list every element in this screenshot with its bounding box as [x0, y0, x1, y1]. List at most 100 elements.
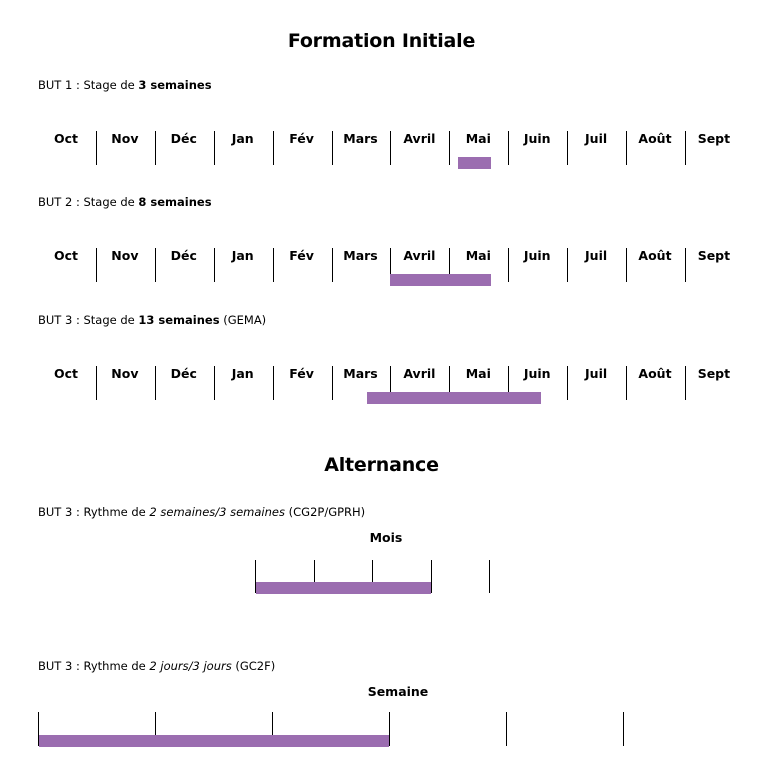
caption-prefix: BUT 1 : Stage de: [38, 78, 139, 92]
stage-bar: [390, 274, 491, 286]
rythme-bar: [39, 735, 389, 747]
month-label: Jan: [231, 366, 254, 381]
month-label: Sept: [697, 366, 731, 381]
caption-suffix: (CG2P/GPRH): [284, 505, 366, 519]
month-divider: [214, 248, 215, 282]
month-label: Avril: [403, 366, 436, 381]
rythme-caption: BUT 3 : Rythme de 2 semaines/3 semaines …: [38, 505, 365, 519]
month-label: Mars: [343, 366, 378, 381]
month-divider: [508, 248, 509, 282]
month-divider: [449, 366, 450, 400]
stage-bar: [458, 157, 491, 169]
month-divider: [567, 248, 568, 282]
unit-divider: [506, 712, 507, 746]
month-label: Nov: [111, 131, 139, 146]
unit-divider: [431, 560, 432, 593]
rythme-bar: [256, 582, 431, 594]
caption-duration: 8 semaines: [138, 195, 212, 209]
month-divider: [96, 131, 97, 165]
month-label: Fév: [289, 131, 314, 146]
month-divider: [96, 366, 97, 400]
month-divider: [332, 131, 333, 165]
month-divider: [96, 248, 97, 282]
unit-divider: [372, 560, 373, 593]
month-divider: [273, 248, 274, 282]
month-divider: [449, 248, 450, 282]
stage-caption: BUT 3 : Stage de 13 semaines (GEMA): [38, 313, 266, 327]
caption-rhythm: 2 jours/3 jours: [149, 659, 232, 673]
month-divider: [508, 366, 509, 400]
month-label: Juil: [585, 248, 608, 263]
month-divider: [155, 248, 156, 282]
unit-divider: [38, 712, 39, 746]
caption-duration: 3 semaines: [138, 78, 212, 92]
month-label: Oct: [53, 366, 78, 381]
rythme-caption: BUT 3 : Rythme de 2 jours/3 jours (GC2F): [38, 659, 275, 673]
month-label: Juil: [585, 366, 608, 381]
month-label: Mars: [343, 131, 378, 146]
stage-caption: BUT 1 : Stage de 3 semaines: [38, 78, 212, 92]
month-label: Jan: [231, 248, 254, 263]
month-label: Jan: [231, 131, 254, 146]
unit-divider: [255, 560, 256, 593]
month-divider: [626, 131, 627, 165]
unit-divider: [314, 560, 315, 593]
month-divider: [390, 366, 391, 400]
caption-prefix: BUT 3 : Rythme de: [38, 659, 150, 673]
formation-initiale-title: Formation Initiale: [287, 30, 476, 52]
month-label: Avril: [403, 248, 436, 263]
month-divider: [567, 366, 568, 400]
month-divider: [273, 366, 274, 400]
month-label: Juin: [523, 366, 551, 381]
month-label: Mai: [465, 248, 491, 263]
month-divider: [214, 131, 215, 165]
month-label: Oct: [53, 131, 78, 146]
month-label: Mars: [343, 248, 378, 263]
month-divider: [567, 131, 568, 165]
unit-divider: [389, 712, 390, 746]
month-divider: [685, 131, 686, 165]
month-label: Avril: [403, 131, 436, 146]
month-label: Fév: [289, 248, 314, 263]
month-divider: [214, 366, 215, 400]
month-label: Mai: [465, 366, 491, 381]
month-label: Mai: [465, 131, 491, 146]
month-divider: [332, 248, 333, 282]
month-label: Déc: [170, 131, 197, 146]
month-label: Sept: [697, 248, 731, 263]
month-label: Nov: [111, 366, 139, 381]
month-divider: [390, 131, 391, 165]
month-divider: [685, 366, 686, 400]
unit-divider: [272, 712, 273, 746]
month-divider: [449, 131, 450, 165]
unit-divider: [489, 560, 490, 593]
caption-prefix: BUT 3 : Stage de: [38, 313, 139, 327]
month-label: Sept: [697, 131, 731, 146]
unit-divider: [155, 712, 156, 746]
caption-duration: 13 semaines: [138, 313, 220, 327]
caption-prefix: BUT 3 : Rythme de: [38, 505, 150, 519]
month-divider: [508, 131, 509, 165]
month-label: Juil: [585, 131, 608, 146]
month-divider: [332, 366, 333, 400]
caption-prefix: BUT 2 : Stage de: [38, 195, 139, 209]
month-label: Déc: [170, 248, 197, 263]
stage-caption: BUT 2 : Stage de 8 semaines: [38, 195, 212, 209]
month-label: Fév: [289, 366, 314, 381]
stage-bar: [366, 392, 541, 404]
month-divider: [155, 131, 156, 165]
month-label: Déc: [170, 366, 197, 381]
month-label: Août: [638, 248, 672, 263]
month-divider: [390, 248, 391, 282]
month-divider: [626, 366, 627, 400]
month-label: Nov: [111, 248, 139, 263]
month-label: Oct: [53, 248, 78, 263]
month-label: Août: [638, 366, 672, 381]
alternance-title: Alternance: [324, 454, 439, 476]
month-divider: [685, 248, 686, 282]
month-divider: [626, 248, 627, 282]
month-label: Août: [638, 131, 672, 146]
caption-rhythm: 2 semaines/3 semaines: [149, 505, 285, 519]
month-label: Juin: [523, 131, 551, 146]
unit-label: Semaine: [367, 684, 429, 699]
